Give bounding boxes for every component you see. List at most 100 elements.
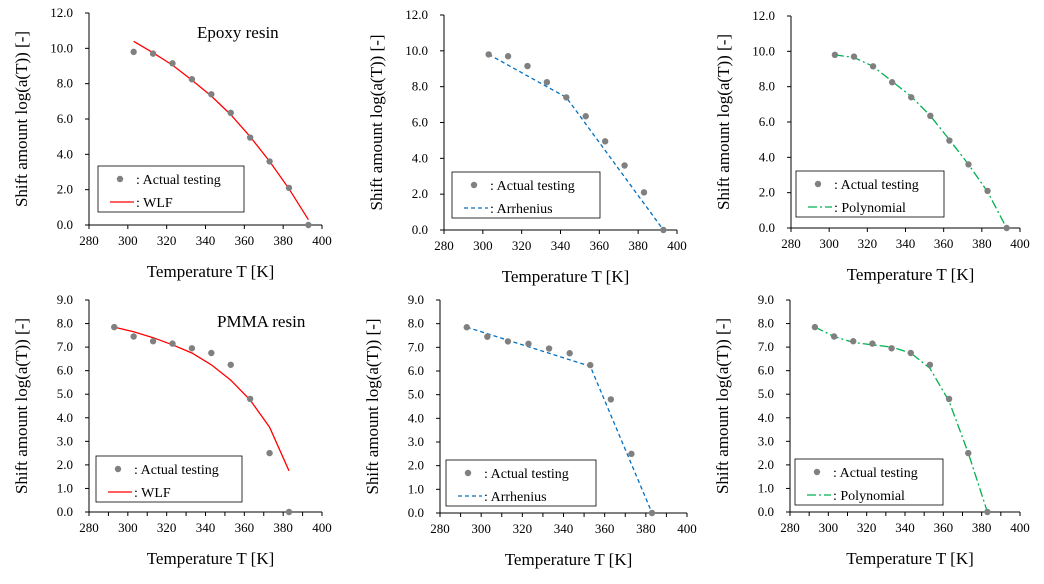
y-axis-title: Shift amount log(a(T)) [-] (713, 318, 732, 494)
legend: : Actual testing : Arrhenius (451, 171, 601, 219)
data-point (908, 94, 915, 101)
data-point (525, 340, 532, 347)
y-tick-label: 2.0 (408, 458, 424, 473)
x-tick-label: 280 (79, 233, 99, 248)
x-tick-label: 300 (473, 238, 493, 253)
legend-label: : WLF (136, 196, 173, 211)
legend-box (451, 171, 601, 219)
legend-box (795, 170, 945, 218)
series-line (834, 54, 1008, 229)
x-tick-label: 360 (595, 521, 615, 536)
legend-label: : Actual testing (490, 179, 575, 194)
chart-panel-1: 280 300 320 340 360 380 400 0.0 2.0 4.0 6.0 8.0 10.0… (12, 5, 332, 281)
y-tick-label: 6.0 (57, 111, 73, 126)
chart-panel-4: 280 300 320 340 360 380 400 0.0 1.0 2.0 3.0 4.0 5.0 6… (12, 292, 332, 568)
y-tick-label: 8.0 (57, 316, 73, 331)
x-tick-label: 400 (1010, 520, 1030, 535)
y-tick-label: 0.0 (408, 505, 424, 520)
legend-label: : Polynomial (834, 201, 906, 216)
data-point (984, 187, 991, 195)
y-axis-title: Shift amount log(a(T)) [-] (12, 31, 31, 207)
data-point (266, 449, 273, 457)
data-point (628, 450, 635, 458)
x-tick-label: 300 (118, 520, 138, 535)
y-tick-label: 4.0 (412, 150, 428, 165)
y-tick-label: 12.0 (50, 5, 73, 20)
x-tick-label: 340 (896, 236, 916, 251)
x-axis-title: Temperature T [K] (847, 265, 975, 284)
data-point (130, 48, 137, 56)
legend-label: : Arrhenius (490, 202, 553, 217)
y-tick-label: 0.0 (57, 504, 73, 519)
chart-panel-3: 280 300 320 340 360 380 400 0.0 2.0 4.0 6.0 8.0 10.0… (714, 8, 1030, 284)
x-tick-label: 400 (667, 238, 687, 253)
x-tick-label: 320 (157, 233, 177, 248)
x-tick-label: 280 (79, 520, 99, 535)
x-tick-label: 300 (118, 233, 138, 248)
data-point (888, 345, 895, 352)
legend-box (794, 458, 944, 506)
data-point (484, 333, 491, 340)
legend-marker (814, 180, 822, 188)
data-point (648, 509, 656, 517)
y-tick-label: 3.0 (57, 433, 73, 448)
y-tick-label: 5.0 (57, 386, 73, 401)
x-tick-label: 400 (312, 520, 332, 535)
x-tick-label: 400 (1010, 236, 1030, 251)
y-tick-label: 8.0 (408, 316, 424, 331)
y-axis-title: Shift amount log(a(T)) [-] (12, 318, 31, 494)
y-axis-title: Shift amount log(a(T)) [-] (714, 34, 733, 210)
y-tick-label: 3.0 (758, 433, 774, 448)
data-point (640, 189, 648, 196)
x-tick-label: 340 (196, 520, 216, 535)
x-tick-label: 280 (781, 236, 801, 251)
y-tick-label: 12.0 (752, 8, 775, 23)
x-tick-label: 400 (677, 521, 697, 536)
x-tick-label: 280 (434, 238, 454, 253)
y-tick-label: 2.0 (759, 185, 775, 200)
y-tick-label: 4.0 (57, 146, 73, 161)
data-point (545, 345, 553, 352)
y-axis-title: Shift amount log(a(T)) [-] (367, 34, 386, 210)
y-tick-label: 8.0 (412, 79, 428, 94)
legend-label: : Actual testing (834, 178, 919, 193)
data-point (285, 508, 293, 516)
data-point (888, 79, 896, 86)
data-point (208, 349, 215, 357)
data-point (850, 53, 858, 60)
data-point (169, 60, 176, 67)
x-tick-label: 360 (235, 520, 255, 535)
data-point (965, 449, 972, 457)
data-point (811, 323, 819, 331)
series-line (814, 326, 989, 513)
x-tick-label: 300 (471, 521, 491, 536)
y-tick-label: 1.0 (57, 480, 73, 495)
x-tick-label: 380 (628, 238, 648, 253)
x-tick-label: 400 (312, 233, 332, 248)
data-point (246, 395, 254, 403)
legend-marker (114, 465, 122, 473)
x-tick-label: 380 (972, 520, 992, 535)
legend: : Actual testing: Polynomial (794, 458, 944, 506)
y-tick-label: 6.0 (758, 363, 774, 378)
y-tick-label: 6.0 (408, 363, 424, 378)
y-tick-label: 4.0 (57, 410, 73, 425)
series-line (114, 326, 290, 472)
data-point (246, 134, 254, 141)
data-point (926, 361, 934, 368)
y-tick-label: 2.0 (412, 186, 428, 201)
data-point (149, 50, 157, 57)
data-point (946, 137, 953, 144)
x-tick-label: 320 (512, 238, 532, 253)
series-line (133, 40, 309, 221)
legend-marker (464, 469, 472, 477)
legend: : Actual testing: Arrhenius (445, 459, 597, 507)
x-tick-label: 340 (196, 233, 216, 248)
y-tick-label: 10.0 (50, 40, 73, 55)
y-tick-label: 4.0 (408, 410, 424, 425)
y-tick-label: 8.0 (759, 79, 775, 94)
panel-title: Epoxy resin (197, 23, 279, 42)
x-tick-label: 380 (273, 233, 293, 248)
data-point (965, 161, 972, 168)
legend: : Actual testing : Polynomial (795, 170, 945, 218)
